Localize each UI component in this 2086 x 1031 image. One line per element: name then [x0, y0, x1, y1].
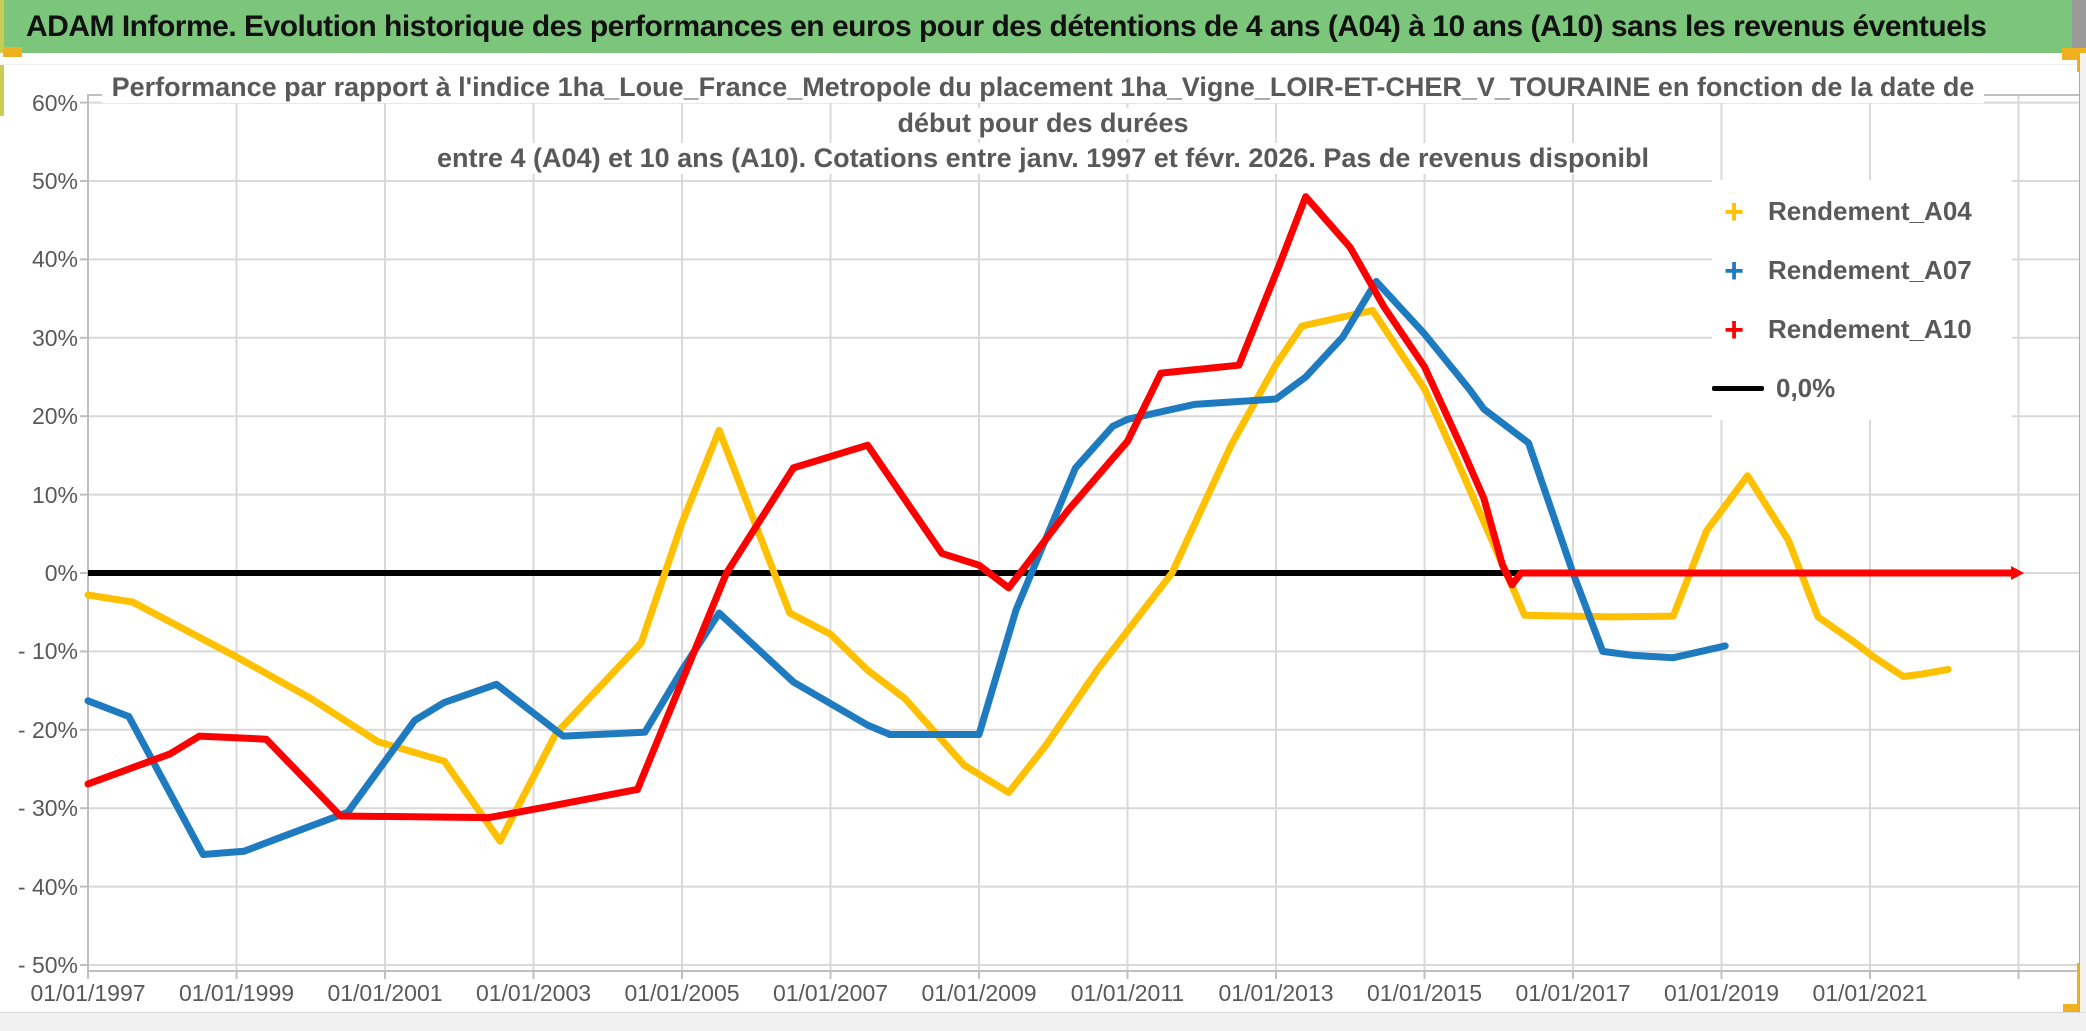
y-tick-label: 40% — [31, 246, 78, 273]
legend-label: Rendement_A10 — [1768, 314, 1972, 344]
x-tick-label: 01/01/2011 — [1070, 980, 1185, 1006]
x-tick-label: 01/01/2015 — [1366, 980, 1483, 1006]
data-series-group — [84, 193, 2025, 858]
y-tick-label: - 20% — [17, 716, 78, 743]
chart-legend: + Rendement_A04 + Rendement_A07 + Rendem… — [1712, 180, 2012, 420]
y-tick-label: - 30% — [17, 795, 78, 822]
horizontal-scrollbar-track[interactable] — [0, 1012, 2086, 1031]
x-tick-label: 01/01/1997 — [30, 980, 146, 1006]
y-tick-label: - 40% — [17, 873, 78, 900]
x-tick-label: 01/01/2009 — [921, 980, 1037, 1006]
x-tick-label: 01/01/2001 — [327, 980, 443, 1006]
axis-tick-marks — [80, 101, 2020, 979]
x-tick-label: 01/01/1999 — [178, 980, 295, 1006]
x-tick-label: 01/01/2005 — [624, 980, 740, 1006]
plus-marker-icon: + — [1724, 192, 1744, 231]
chart-resize-handle-bottom-right[interactable] — [2063, 1004, 2086, 1015]
y-tick-label: 60% — [31, 89, 78, 116]
chart-resize-handle-top-left[interactable] — [3, 47, 22, 57]
x-tick-label: 01/01/2003 — [475, 980, 592, 1006]
y-tick-label: 10% — [31, 481, 78, 508]
legend-label: 0,0% — [1776, 373, 1836, 403]
x-tick-label: 01/01/2013 — [1218, 980, 1334, 1006]
report-title-bar: ADAM Informe. Evolution historique des p… — [0, 0, 2072, 53]
y-tick-label: - 10% — [17, 638, 78, 665]
y-tick-label: 0% — [44, 560, 78, 586]
plus-marker-icon: + — [1724, 251, 1744, 290]
y-tick-label: - 50% — [17, 952, 78, 978]
title-bar-right-gap — [2072, 0, 2086, 53]
legend-label: Rendement_A04 — [1768, 196, 1972, 226]
series-Rendement_A04[interactable] — [84, 306, 1952, 845]
vertical-scrollbar-track[interactable] — [2079, 53, 2086, 1031]
y-tick-label: 50% — [31, 168, 78, 194]
plus-marker-icon: + — [1724, 310, 1744, 349]
report-title: ADAM Informe. Evolution historique des p… — [26, 9, 1987, 43]
legend-item-rendement-a04[interactable]: + Rendement_A04 — [1712, 182, 2012, 241]
x-tick-label: 01/01/2019 — [1663, 980, 1780, 1006]
x-tick-label: 01/01/2007 — [772, 980, 889, 1006]
y-tick-label: 30% — [31, 324, 78, 351]
x-tick-label: 01/01/2021 — [1812, 980, 1928, 1006]
title-separator — [0, 53, 2086, 65]
x-tick-label: 01/01/2017 — [1515, 980, 1631, 1006]
legend-item-rendement-a07[interactable]: + Rendement_A07 — [1712, 241, 2012, 300]
legend-item-rendement-a10[interactable]: + Rendement_A10 — [1712, 300, 2012, 359]
series-Rendement_A07[interactable] — [84, 277, 1729, 858]
y-tick-label: 20% — [31, 403, 78, 430]
black-line-icon — [1712, 386, 1764, 391]
series-Rendement_A10[interactable] — [84, 193, 2015, 822]
series-end-arrow — [2011, 566, 2025, 580]
legend-item-zero-line[interactable]: 0,0% — [1712, 359, 2012, 418]
legend-label: Rendement_A07 — [1768, 255, 1972, 285]
